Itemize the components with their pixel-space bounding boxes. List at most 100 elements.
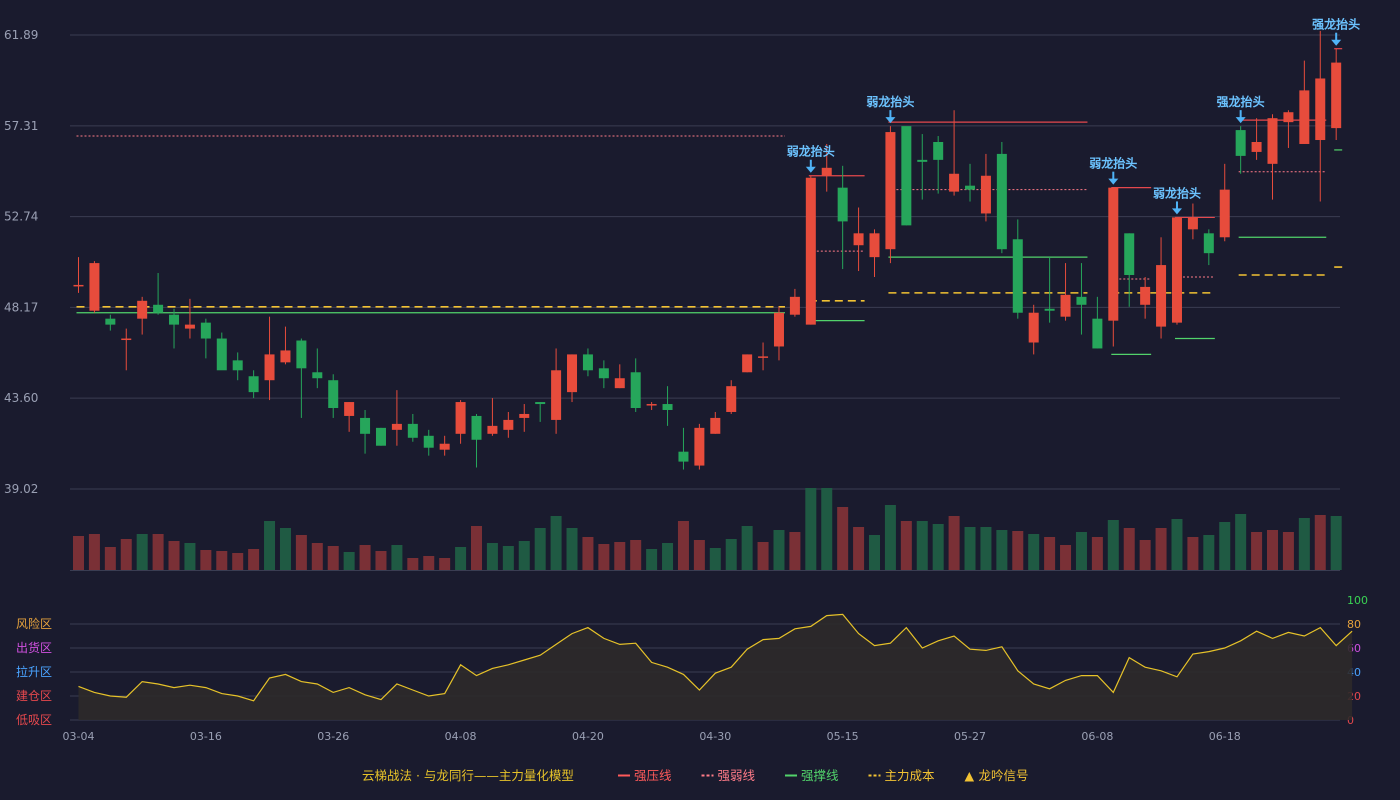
volume-bar <box>582 537 594 570</box>
volume-bar <box>423 556 435 570</box>
volume-bar <box>741 526 753 570</box>
candle-body <box>232 360 243 371</box>
x-tick-label: 06-18 <box>1209 730 1241 743</box>
candle-body <box>980 175 991 214</box>
volume-bar <box>1091 537 1103 570</box>
signal-arrow-icon <box>1235 117 1246 124</box>
candle-body <box>328 380 339 409</box>
volume-bar <box>884 505 896 570</box>
indicator-tick-label: 100 <box>1347 594 1368 607</box>
x-tick-label: 06-08 <box>1081 730 1113 743</box>
volume-bar <box>598 544 610 570</box>
volume-bar <box>677 521 689 570</box>
candle-body <box>391 423 402 430</box>
candle-body <box>535 402 546 405</box>
legend-item-label: 强弱线 <box>718 768 756 783</box>
x-tick-label: 03-04 <box>63 730 95 743</box>
candle-body <box>598 368 609 379</box>
candle-body <box>1060 294 1071 317</box>
candle-body <box>773 312 784 347</box>
volume-bar <box>1012 531 1024 570</box>
zone-label: 拉升区 <box>16 664 52 679</box>
volume-bar <box>375 551 387 570</box>
volume-bar <box>391 545 403 570</box>
price-tick-label: 48.17 <box>4 300 38 314</box>
volume-bar <box>1139 540 1151 570</box>
volume-bar <box>407 558 419 570</box>
volume-bar <box>486 543 498 570</box>
volume-bar <box>550 516 562 570</box>
volume-bar <box>1060 545 1072 570</box>
volume-bars <box>73 488 1342 570</box>
volume-bar <box>1155 528 1167 570</box>
volume-bar <box>964 527 976 570</box>
volume-bar <box>120 539 132 570</box>
volume-bar <box>248 549 260 570</box>
candle-body <box>582 354 593 371</box>
signal-arrow-icon <box>885 117 896 124</box>
indicator-line <box>78 613 1353 702</box>
volume-bar <box>646 549 658 570</box>
x-tick-label: 05-27 <box>954 730 986 743</box>
zone-label: 低吸区 <box>16 713 52 727</box>
price-grid: 61.89 57.31 52.74 48.17 43.60 39.02 <box>4 28 1340 571</box>
candle-body <box>853 233 864 246</box>
volume-bar <box>996 530 1008 570</box>
volume-bar <box>1123 528 1135 570</box>
volume-bar <box>630 540 642 570</box>
candles <box>73 30 1342 470</box>
candle-body <box>1124 233 1135 276</box>
candle-body <box>503 419 514 430</box>
signal-arrow-icon <box>1171 208 1182 215</box>
volume-bar <box>455 547 467 570</box>
candle-body <box>1012 239 1023 313</box>
candle-body <box>710 417 721 434</box>
volume-bar <box>614 542 626 570</box>
candle-body <box>264 354 275 381</box>
candle-body <box>678 451 689 462</box>
volume-bar <box>184 543 196 570</box>
candle-body <box>965 185 976 190</box>
volume-bar <box>948 516 960 570</box>
volume-bar <box>773 530 785 570</box>
volume-bar <box>900 521 912 570</box>
candle-body <box>73 284 84 287</box>
candle-body <box>1235 130 1246 156</box>
signal-label: 强龙抬头 <box>1312 17 1360 32</box>
x-tick-label: 03-26 <box>317 730 349 743</box>
candle-body <box>169 314 180 325</box>
volume-bar <box>1107 520 1119 570</box>
candle-body <box>996 153 1007 250</box>
legend-triangle-icon: ▲ <box>965 768 975 783</box>
volume-bar <box>1044 537 1056 570</box>
volume-bar <box>200 550 212 570</box>
candle-body <box>742 354 753 373</box>
price-tick-label: 39.02 <box>4 482 38 496</box>
candle-body <box>439 443 450 450</box>
x-tick-label: 04-08 <box>445 730 477 743</box>
volume-bar <box>1267 530 1278 570</box>
volume-bar <box>264 521 276 570</box>
candle-body <box>1044 308 1055 311</box>
candle-body <box>216 338 227 371</box>
volume-bar <box>311 543 323 570</box>
volume-bar <box>73 536 84 570</box>
volume-bar <box>439 558 451 570</box>
candle-body <box>821 167 832 176</box>
volume-bar <box>693 540 705 570</box>
candle-body <box>789 296 800 315</box>
x-tick-label: 05-15 <box>827 730 859 743</box>
level-lines <box>76 48 1343 356</box>
candle-body <box>1267 118 1278 164</box>
candle-body <box>89 263 100 311</box>
legend-item-label: 主力成本 <box>885 768 936 783</box>
volume-bar <box>216 551 228 570</box>
volume-bar <box>1171 519 1183 570</box>
signal-arrow-icon <box>1331 39 1342 46</box>
x-tick-label: 03-16 <box>190 730 222 743</box>
candle-body <box>105 318 116 325</box>
candle-body <box>487 425 498 434</box>
